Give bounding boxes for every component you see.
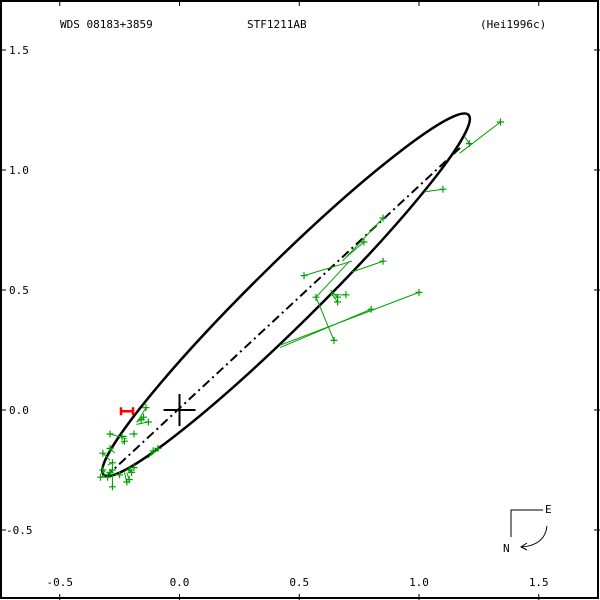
orbit-ellipse [101,112,472,478]
x-tick-label: 0.5 [289,576,309,589]
observation-point [379,257,387,265]
residual-line [351,260,384,273]
observation-point [106,444,114,452]
highlighted-measurement [119,407,135,416]
compass-axes [510,509,543,537]
observation-point [120,437,128,445]
residual-line [279,308,372,349]
observation-point [137,416,145,424]
compass-arrow-icon [521,525,548,548]
observation-point [96,473,104,481]
observation-point [379,214,387,222]
observation-point [130,464,138,472]
observation-point [118,432,126,440]
y-tick-label: 1.0 [9,164,29,177]
observation-point [367,305,375,313]
observation-point [360,238,368,246]
observation-point [334,298,342,306]
residual-line [150,448,159,456]
residual-line [102,452,111,461]
observation-point [465,140,473,148]
y-tick-label: 0.0 [9,404,29,417]
observation-point [108,483,116,491]
x-tick-label: 1.0 [409,576,429,589]
observation-point [108,466,116,474]
observation-point [415,288,423,296]
observation-point [496,118,504,126]
residual-line [138,407,147,420]
line-of-nodes [104,145,463,478]
compass-east-label: E [545,503,552,516]
residual-line [315,260,350,298]
residual-line [346,241,365,257]
wds-identifier: WDS 08183+3859 [60,18,153,31]
y-tick-label: -0.5 [6,524,33,537]
observation-point [439,185,447,193]
x-tick-label: 1.5 [529,576,549,589]
residual-line [330,289,338,298]
star-name: STF1211AB [247,18,307,31]
compass: E N [503,503,552,555]
residual-line [459,121,501,154]
observation-point [123,478,131,486]
observation-point [99,449,107,457]
observation-point [342,291,350,299]
arrowhead-icon [520,542,528,551]
orbit-reference: (Hei1996c) [480,18,546,31]
y-tick-label: 0.5 [9,284,29,297]
observation-point [300,272,308,280]
observation-point [142,404,150,412]
observation-point [116,471,124,479]
observation-point [104,473,112,481]
residual-line [147,450,154,459]
observation-point [128,468,136,476]
x-tick-label: -0.5 [47,576,74,589]
observation-point [330,336,338,344]
observation-point [144,418,152,426]
residual-line [464,136,470,144]
residual-line [341,217,384,262]
observation-point [130,430,138,438]
residual-line [315,297,335,341]
observation-point [99,466,107,474]
compass-north-label: N [503,542,510,555]
primary-star-marker [163,394,196,426]
residual-line [329,292,338,303]
residual-line [109,448,116,454]
residual-line [303,260,353,277]
x-tick-label: 0.0 [170,576,190,589]
observation-point [106,430,114,438]
observation-point [154,444,162,452]
observation-point [108,459,116,467]
y-tick-label: 1.5 [9,44,29,57]
